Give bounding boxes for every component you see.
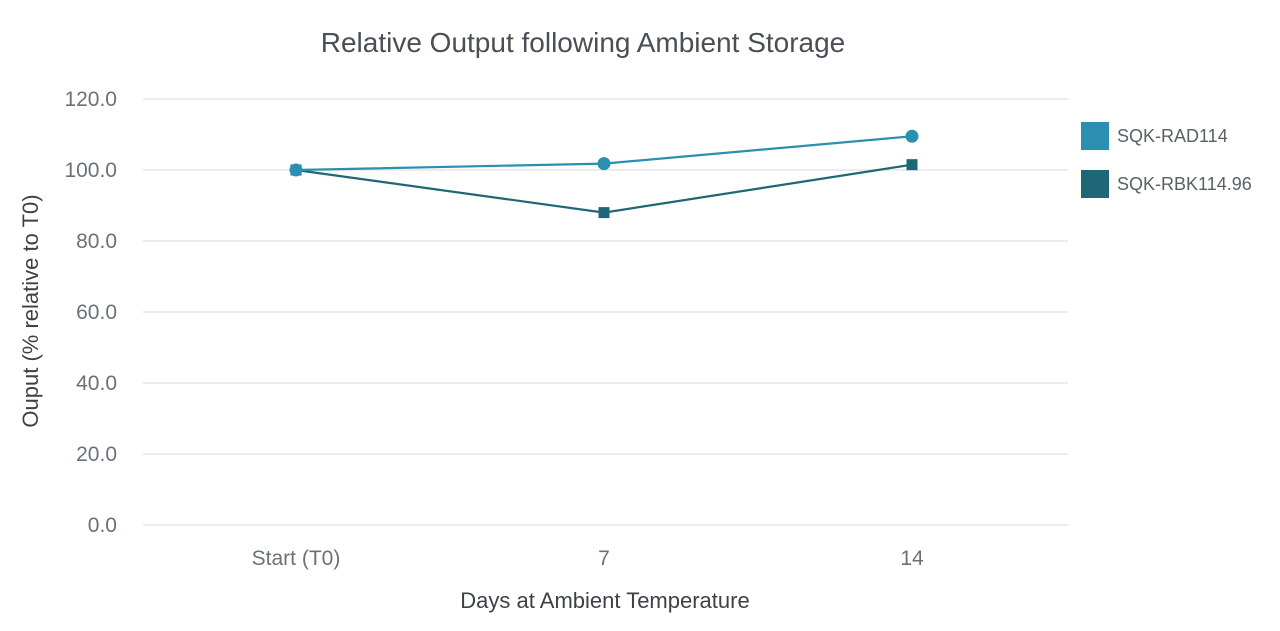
y-tick-label: 60.0 bbox=[76, 301, 117, 324]
y-tick-label: 120.0 bbox=[64, 88, 117, 111]
x-tick-label: Start (T0) bbox=[252, 547, 341, 570]
y-tick-label: 0.0 bbox=[88, 514, 117, 537]
y-axis-label: Ouput (% relative to T0) bbox=[18, 194, 43, 427]
chart-title: Relative Output following Ambient Storag… bbox=[321, 27, 846, 58]
series-1 bbox=[289, 129, 919, 177]
y-tick-label: 20.0 bbox=[76, 443, 117, 466]
legend-label: SQK-RAD114 bbox=[1117, 126, 1228, 146]
data-point bbox=[905, 129, 919, 143]
x-tick-label: 7 bbox=[598, 547, 610, 570]
y-axis-ticks: 0.0 20.0 40.0 60.0 80.0 100.0 120.0 bbox=[64, 88, 117, 537]
data-point bbox=[597, 157, 611, 171]
legend-item: SQK-RBK114.96 bbox=[1081, 170, 1252, 198]
y-tick-label: 100.0 bbox=[64, 159, 117, 182]
series-layer bbox=[289, 129, 919, 219]
x-axis-ticks: Start (T0) 7 14 bbox=[252, 547, 924, 570]
series-line bbox=[295, 163, 913, 214]
x-axis-label: Days at Ambient Temperature bbox=[460, 588, 749, 613]
x-tick-label: 14 bbox=[900, 547, 924, 570]
y-tick-label: 40.0 bbox=[76, 372, 117, 395]
data-point bbox=[289, 163, 303, 177]
legend-item: SQK-RAD114 bbox=[1081, 122, 1228, 150]
data-point bbox=[598, 207, 610, 219]
legend: SQK-RAD114 SQK-RBK114.96 bbox=[1081, 122, 1252, 198]
legend-label: SQK-RBK114.96 bbox=[1117, 174, 1252, 194]
y-tick-label: 80.0 bbox=[76, 230, 117, 253]
data-point bbox=[906, 159, 918, 171]
legend-swatch bbox=[1081, 122, 1109, 150]
legend-swatch bbox=[1081, 170, 1109, 198]
